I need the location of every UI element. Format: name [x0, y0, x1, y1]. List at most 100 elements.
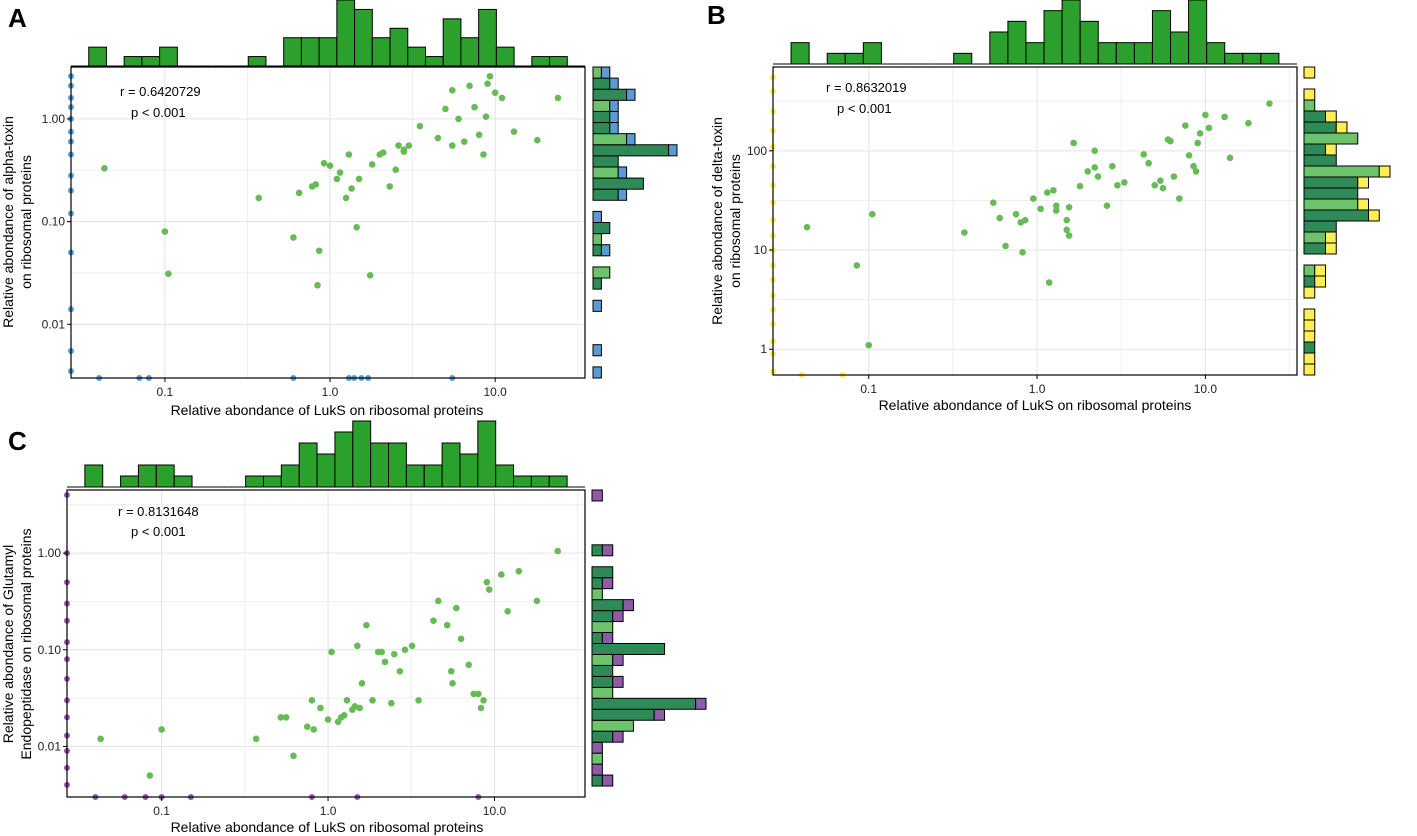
panel-c-data-point — [363, 621, 370, 629]
panel-a-data-point — [448, 142, 456, 149]
panel-a-data-point — [392, 166, 400, 174]
panel-a-top-hist-bar — [371, 37, 391, 67]
panel-a-data-point — [455, 115, 462, 123]
panel-b-top-hist-bar — [1007, 20, 1027, 65]
panel-a-right-hist-bar — [592, 244, 602, 257]
panel-b-data-point — [1050, 187, 1057, 194]
panel-b-top-hist-bar — [1043, 10, 1063, 65]
panel-b-data-point — [1045, 279, 1053, 286]
panel-c-right-hist-bar — [591, 653, 614, 666]
panel-c-right-hist-bar-marginal — [612, 730, 624, 743]
panel-c-top-hist-bar — [262, 475, 282, 488]
panel-a-top-hist-bar — [159, 46, 178, 67]
panel-b-data-point — [1063, 216, 1071, 224]
panel-a-right-hist-bar-marginal — [600, 66, 611, 79]
panel-c-top-hist-bar — [155, 464, 175, 488]
panel-a-right-hist-bar — [592, 277, 602, 290]
panel-b-top-histogram — [773, 0, 1297, 65]
panel-c-data-point — [356, 704, 364, 712]
panel-a-right-hist-bar-marginal — [592, 299, 602, 312]
panel-a-right-hist-bar — [592, 66, 602, 79]
panel-a-data-point — [333, 175, 341, 183]
panel-c-data-point — [328, 648, 335, 656]
panel-a-top-hist-bar — [549, 56, 568, 67]
panel-a-x-ticks: 0.1 1.0 10.0 — [157, 378, 507, 399]
panel-b-right-hist-bar-marginal — [1325, 242, 1337, 255]
panel-c-right-hist-bar — [591, 719, 634, 732]
panel-c-right-hist-bar-marginal — [601, 632, 614, 644]
panel-b-data-point — [1070, 139, 1077, 147]
panel-c-top-hist-bar — [495, 464, 515, 488]
panel-a-y-tick-label: 1.00 — [42, 112, 66, 126]
panel-b-right-hist-bar — [1303, 121, 1337, 134]
panel-c-points — [64, 491, 562, 800]
panel-a-data-point — [290, 234, 297, 241]
panel-b-right-hist-bar — [1303, 220, 1337, 233]
panel-a-right-hist-bar-marginal — [600, 244, 611, 257]
panel-c-data-point — [310, 726, 318, 733]
panel-c-top-hist-bar — [513, 475, 532, 488]
panel-a-right-hist-bar-marginal — [592, 366, 602, 379]
panel-b-y-axis-title-line2: on ribosomal proteins — [727, 154, 743, 288]
panel-b-data-point — [1076, 182, 1084, 190]
panel-c-data-point — [282, 714, 290, 721]
panel-c-right-hist-bar — [591, 588, 603, 601]
panel-c-top-hist-bar — [370, 442, 390, 488]
panel-a-data-point — [486, 72, 494, 80]
panel-c-top-hist-bar — [459, 453, 479, 488]
panel-a-x-tick-label: 0.1 — [157, 385, 174, 399]
panel-c-right-hist-bar — [591, 643, 666, 655]
panel-c-data-point — [498, 571, 505, 578]
panel-a-right-hist-bar-marginal — [668, 144, 678, 157]
panel-a-top-hist-bar — [141, 56, 161, 67]
panel-b-right-hist-bar-marginal — [1303, 66, 1316, 79]
panel-b-data-point — [1012, 210, 1020, 218]
panel-c-grid — [67, 490, 585, 797]
panel-b-right-hist-bar — [1303, 198, 1359, 211]
panel-b-data-point — [1185, 152, 1193, 159]
panel-a-top-hist-bar — [495, 46, 515, 67]
panel-a-data-point — [379, 149, 387, 156]
panel-a-right-hist-bar-marginal — [609, 122, 619, 135]
panel-a-right-hist-bar — [592, 110, 611, 124]
panel-b-data-point — [1196, 130, 1204, 137]
panel-a-x-axis-title: Relative abondance of LukS on ribosomal … — [171, 402, 484, 418]
panel-b-right-hist-bar — [1303, 242, 1326, 255]
panel-b-data-point — [1021, 216, 1029, 224]
panel-a-frame — [70, 66, 586, 379]
panel-b-data-point — [1245, 119, 1252, 127]
panel-c-data-point — [449, 680, 456, 687]
panel-c-x-tick-label: 1.0 — [320, 804, 337, 818]
panel-b-top-hist-bar — [1115, 42, 1135, 65]
panel-a-top-hist-bar — [247, 56, 267, 67]
panel-b-data-point — [853, 262, 861, 269]
panel-c-top-hist-bar — [423, 464, 443, 488]
panel-a: A 0.010.101.00 0.1 1.0 10.0 r = 0.6420729 … — [0, 0, 678, 418]
panel-a-top-hist-bar — [389, 27, 409, 67]
panel-b-top-hist-bar — [844, 52, 864, 65]
panel-b-data-point — [865, 341, 873, 349]
panel-b-top-hist-bar — [1170, 31, 1190, 65]
panel-c-right-hist-bar-marginal — [612, 653, 624, 666]
panel-c-top-hist-bar — [173, 475, 193, 488]
panel-c-data-point — [401, 646, 409, 654]
panel-c-letter: C — [8, 426, 27, 456]
panel-c-r-value: r = 0.8131648 — [118, 504, 199, 519]
panel-a-data-point — [336, 169, 344, 176]
panel-c-right-hist-bar-marginal — [601, 577, 614, 590]
panel-a-right-hist-bar — [592, 222, 611, 235]
panel-c-data-point — [485, 586, 493, 593]
panel-b-top-hist-bar — [1061, 0, 1081, 65]
panel-c-top-hist-bar — [352, 420, 372, 488]
panel-c-data-point — [324, 716, 332, 723]
panel-c-top-histogram — [67, 420, 585, 488]
panel-b-data-point — [1176, 195, 1183, 202]
panel-b-right-hist-bar — [1303, 231, 1326, 244]
panel-a-p-value: p < 0.001 — [131, 105, 186, 120]
panel-b-grid — [773, 67, 1297, 375]
panel-a-top-hist-bar — [442, 18, 462, 67]
panel-b-top-hist-bar — [1224, 52, 1244, 65]
panel-c-right-hist-bar — [591, 621, 614, 634]
panel-a-data-point — [314, 281, 321, 289]
panel-b-data-point — [1157, 177, 1164, 184]
